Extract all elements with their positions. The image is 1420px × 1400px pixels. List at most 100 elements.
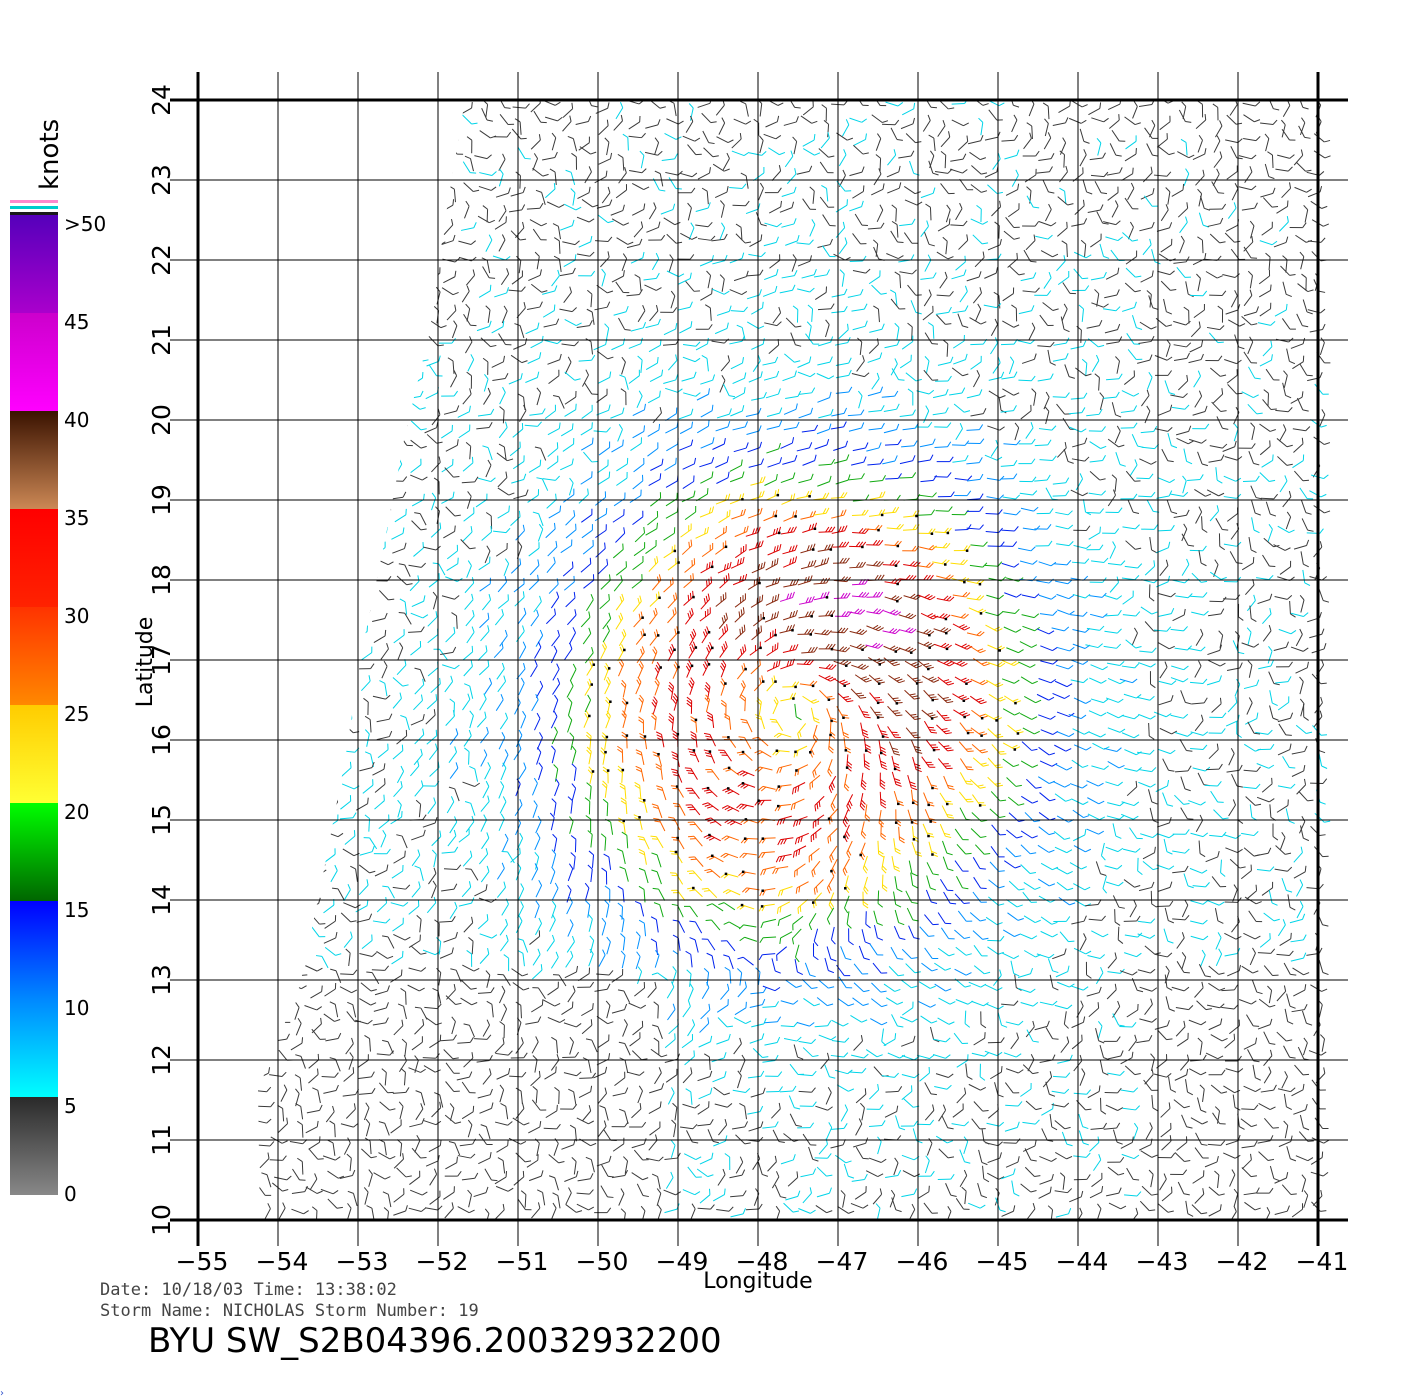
wind-barb [1121, 301, 1137, 312]
wind-barb [399, 598, 408, 615]
wind-barb [1180, 1054, 1190, 1071]
wind-barb [894, 876, 903, 893]
wind-barb [245, 188, 253, 203]
wind-barb [577, 186, 591, 199]
wind-barb [1279, 424, 1287, 442]
wind-barb [794, 944, 800, 963]
wind-barb [963, 1136, 969, 1155]
wind-barb [1056, 593, 1075, 600]
wind-barb [228, 851, 234, 867]
wind-barb [207, 1052, 222, 1061]
wind-barb [315, 409, 321, 427]
wind-barb [273, 727, 289, 738]
wind-barb [718, 749, 732, 762]
wind-barb [923, 289, 932, 307]
wind-barb [479, 171, 497, 176]
wind-barb [534, 832, 541, 851]
wind-barb [1206, 489, 1225, 497]
wind-barb [887, 726, 901, 738]
wind-barb [414, 780, 424, 797]
wind-barb [290, 1037, 304, 1051]
wind-barb [583, 710, 591, 728]
wind-barb [571, 763, 577, 781]
wind-barb [205, 444, 222, 448]
wind-barb [950, 153, 967, 162]
wind-barb [564, 319, 582, 327]
wind-barb [289, 882, 308, 888]
wind-barb [528, 542, 540, 557]
wind-barb [1070, 611, 1088, 617]
wind-barb [550, 645, 558, 664]
wind-barb [1068, 713, 1087, 720]
wind-barb [390, 902, 409, 907]
wind-barb [618, 166, 627, 184]
wind-barb [1160, 280, 1177, 291]
wind-barb [715, 592, 727, 607]
wind-barb [1313, 505, 1331, 514]
wind-barb [1022, 1119, 1040, 1125]
wind-barb [1052, 490, 1070, 497]
wind-barb [1199, 1084, 1205, 1103]
wind-barb [410, 714, 425, 726]
wind-barb [831, 1019, 849, 1027]
wind-barb [1140, 187, 1155, 200]
wind-barb [552, 1192, 561, 1209]
wind-barb [1303, 1190, 1309, 1208]
wind-barb [320, 539, 336, 550]
wind-barb [469, 766, 479, 782]
wind-barb [1190, 731, 1209, 736]
wind-barb [745, 526, 761, 537]
wind-barb [313, 121, 320, 139]
wind-barb [326, 421, 341, 433]
wind-barb [1236, 721, 1242, 739]
wind-barb [401, 269, 407, 287]
wind-barb [1216, 416, 1229, 430]
wind-barb [1190, 900, 1209, 905]
wind-barb [1107, 952, 1117, 969]
wind-barb [837, 1206, 855, 1214]
date-time-line: Date: 10/18/03 Time: 13:38:02 [100, 1280, 397, 1300]
wind-barb [485, 459, 492, 478]
wind-barb [1181, 523, 1188, 542]
wind-barb [463, 729, 472, 747]
wind-barb [757, 818, 776, 824]
wind-barb [1025, 422, 1034, 439]
wind-barb [532, 1086, 538, 1104]
wind-barb [397, 324, 403, 342]
wind-barb [1243, 136, 1261, 142]
wind-barb [1258, 1102, 1276, 1111]
wind-barb [212, 1139, 220, 1155]
wind-barb [663, 527, 676, 541]
wind-barb [877, 1136, 882, 1155]
wind-barb [783, 1202, 799, 1213]
wind-barb [320, 438, 336, 449]
wind-barb [1019, 641, 1038, 648]
wind-barb [580, 557, 592, 573]
wind-barb [474, 154, 492, 160]
wind-barb [426, 896, 437, 914]
wind-barb [802, 198, 817, 210]
wind-barb [1260, 119, 1278, 125]
wind-barb [718, 612, 728, 629]
wind-barb [445, 1156, 458, 1170]
wind-barb [1085, 643, 1103, 649]
wind-barb [1068, 407, 1086, 415]
wind-barb [347, 696, 353, 715]
wind-barb [1318, 753, 1328, 769]
wind-barb [745, 1136, 764, 1143]
wind-barb [855, 1118, 863, 1136]
wind-barb [229, 361, 237, 376]
wind-barb [837, 692, 854, 703]
wind-barb [1131, 627, 1138, 646]
wind-barb [1223, 541, 1242, 547]
wind-barb [412, 340, 423, 357]
wind-barb [1072, 593, 1091, 599]
wind-barb [258, 1016, 274, 1022]
wind-barb [611, 969, 624, 983]
wind-barb [227, 171, 232, 188]
wind-barb [724, 966, 732, 984]
wind-barb [942, 856, 954, 872]
wind-barb [461, 285, 470, 303]
wind-barb [564, 356, 572, 375]
wind-barb [683, 1153, 702, 1160]
